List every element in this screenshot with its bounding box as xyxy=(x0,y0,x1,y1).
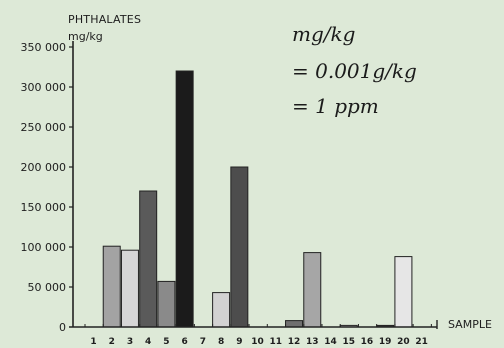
x-tick-label: 11 xyxy=(270,337,283,347)
y-tick-label: 150 000 xyxy=(21,201,67,214)
x-tick-label: 12 xyxy=(288,337,301,347)
bar-sample-4 xyxy=(139,190,158,328)
x-tick-label: 2 xyxy=(109,337,115,347)
y-tick-label: 250 000 xyxy=(21,121,67,134)
bar-sample-6 xyxy=(175,70,194,328)
unit-note-line-1: mg/kg xyxy=(292,22,356,46)
x-tick-label: 14 xyxy=(324,337,337,347)
y-axis-title: PHTHALATES xyxy=(68,13,142,26)
x-tick-label: 20 xyxy=(397,337,410,347)
unit-note-line-2: = 0.001g/kg xyxy=(292,59,417,83)
bar-sample-3 xyxy=(120,249,139,328)
x-tick-label: 8 xyxy=(218,337,224,347)
x-axis-title: SAMPLE xyxy=(448,318,492,331)
x-tick-label: 19 xyxy=(379,337,392,347)
y-tick-label: 300 000 xyxy=(21,81,67,94)
unit-note-line-3: = 1 ppm xyxy=(292,94,379,118)
y-tick-label: 350 000 xyxy=(21,41,67,54)
x-tick-label: 13 xyxy=(306,337,319,347)
x-tick-label: 5 xyxy=(163,337,169,347)
x-tick-label: 1 xyxy=(90,337,96,347)
x-tick-label: 7 xyxy=(200,337,206,347)
y-tick-label: 50 000 xyxy=(28,281,67,294)
x-tick-label: 3 xyxy=(127,337,133,347)
bar-sample-20 xyxy=(394,256,413,328)
y-tick-label: 200 000 xyxy=(21,161,67,174)
x-tick-label: 16 xyxy=(361,337,374,347)
bar-sample-13 xyxy=(303,252,322,328)
y-tick-label: 100 000 xyxy=(21,241,67,254)
x-tick-label: 9 xyxy=(236,337,242,347)
x-tick-label: 10 xyxy=(251,337,264,347)
bar-sample-8 xyxy=(212,292,231,328)
bar-sample-12 xyxy=(285,320,304,328)
x-tick-label: 21 xyxy=(415,337,428,347)
x-tick-label: 4 xyxy=(145,337,151,347)
bar-sample-9 xyxy=(230,166,249,328)
x-tick-label: 6 xyxy=(182,337,188,347)
x-tick-label: 15 xyxy=(342,337,355,347)
y-axis-unit: mg/kg xyxy=(68,30,103,43)
bar-sample-5 xyxy=(157,280,176,328)
bar-sample-2 xyxy=(102,245,121,328)
y-tick-label: 0 xyxy=(59,321,66,334)
